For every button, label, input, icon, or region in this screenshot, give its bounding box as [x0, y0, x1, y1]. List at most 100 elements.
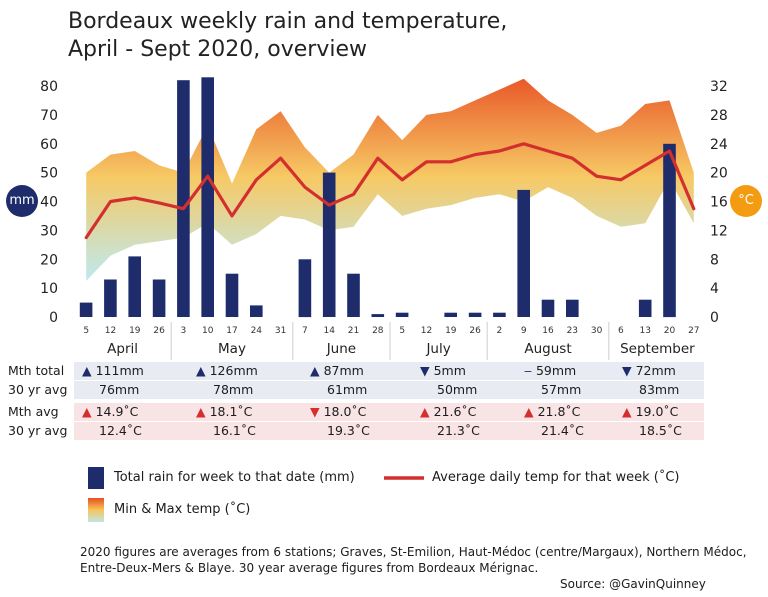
month-label: August [524, 341, 571, 357]
legend-temp-label: Average daily temp for that week (˚C) [432, 470, 680, 485]
right-axis-tick-label: 12 [710, 223, 728, 239]
source-credit: Source: @GavinQuinney [560, 577, 706, 591]
x-tick-label: 21 [348, 326, 359, 336]
table-row-background [74, 403, 704, 421]
month-label: July [425, 341, 450, 357]
rain-bar [79, 302, 93, 317]
x-tick-label: 12 [105, 326, 116, 336]
x-tick-label: 30 [591, 326, 603, 336]
table-cell: 76mm [99, 382, 140, 397]
table-cell-value: 21.8˚C [537, 404, 581, 419]
x-tick-label: 5 [399, 326, 405, 336]
avg-temp-line [84, 142, 696, 240]
table-cell: ▲ 126mm [196, 362, 258, 380]
x-tick-label: 17 [226, 326, 237, 336]
right-axis-tick-label: 24 [710, 137, 728, 153]
x-tick-label: 26 [153, 326, 165, 336]
rain-bar [201, 77, 214, 317]
up-arrow-icon: ▲ [622, 404, 636, 419]
x-tick-label: 26 [469, 326, 481, 336]
right-axis-tick-label: 20 [710, 166, 728, 182]
left-axis-tick-label: 20 [40, 252, 58, 268]
table-row-label: Mth avg [8, 404, 59, 419]
table-row: 30 yr avg 12.4˚C 16.1˚C 19.3˚C 21.3˚C 21.4˚C 1… [8, 422, 704, 440]
legend-symbols [88, 467, 424, 522]
table-row-background [74, 362, 704, 380]
up-arrow-icon: ▲ [310, 363, 324, 378]
table-cell: 61mm [327, 382, 368, 397]
x-tick-label: 2 [497, 326, 503, 336]
table-row-background [74, 422, 704, 440]
table-row: Mth avg ▲ 14.9˚C ▲ 18.1˚C ▼ 18.0˚C ▲ 21.6˚C ▲… [8, 403, 704, 421]
rain-bar [347, 273, 360, 317]
right-axis-tick-label: 0 [710, 310, 719, 326]
month-label: September [620, 341, 695, 357]
right-axis-tick-label: 8 [710, 252, 719, 268]
table-cell: 21.3˚C [437, 423, 480, 438]
left-axis-tick-label: 10 [40, 281, 58, 297]
table-cell-value: 18.1˚C [209, 404, 253, 419]
table-cell: 19.3˚C [327, 423, 370, 438]
table-cell-value: 72mm [635, 363, 676, 378]
table-cell-value: 21.6˚C [433, 404, 477, 419]
rain-bar [177, 80, 190, 317]
table-cell: ‒ 59mm [524, 362, 576, 380]
rain-bar [225, 273, 239, 317]
x-tick-label: 10 [202, 326, 214, 336]
x-tick-label: 23 [567, 326, 578, 336]
rain-bar [128, 256, 141, 317]
table-cell: ▲ 19.0˚C [622, 403, 678, 421]
x-tick-label: 12 [421, 326, 432, 336]
table-cell: ▼ 18.0˚C [310, 403, 366, 421]
rain-bar [104, 279, 117, 317]
left-axis-tick-label: 0 [49, 310, 58, 326]
up-arrow-icon: ▲ [524, 404, 538, 419]
rain-bar [322, 172, 336, 317]
right-axis-tick-label: 16 [710, 195, 728, 211]
table-row-label: 30 yr avg [8, 382, 68, 397]
left-axis-tick-label: 40 [40, 195, 58, 211]
rain-bar [444, 312, 457, 317]
rain-bar [395, 312, 409, 317]
right-axis-tick-label: 4 [710, 281, 719, 297]
table-row: 30 yr avg 76mm 78mm 61mm 50mm 57mm 83mm [8, 381, 704, 399]
x-tick-label: 19 [445, 326, 457, 336]
table-row-label: 30 yr avg [8, 423, 68, 438]
table-cell-value: 5mm [433, 363, 466, 378]
up-arrow-icon: ▲ [82, 363, 96, 378]
table-cell: 21.4˚C [541, 423, 584, 438]
table-cell: ▲ 18.1˚C [196, 403, 252, 421]
down-arrow-icon: ▼ [310, 404, 324, 419]
dash-icon: ‒ [524, 363, 536, 378]
left-axis-tick-label: 60 [40, 137, 58, 153]
table-cell: 12.4˚C [99, 423, 142, 438]
x-tick-label: 16 [542, 326, 554, 336]
table-cell: ▼ 5mm [420, 362, 466, 380]
x-tick-label: 28 [372, 326, 384, 336]
down-arrow-icon: ▼ [420, 363, 434, 378]
chart-title-line-2: April - Sept 2020, overview [68, 37, 367, 62]
rain-bar [298, 259, 312, 318]
up-arrow-icon: ▲ [420, 404, 434, 419]
left-axis-tick-label: 30 [40, 223, 58, 239]
table-cell: ▲ 14.9˚C [82, 403, 138, 421]
right-axis-tick-label: 32 [710, 79, 728, 95]
min-max-temp-band [86, 78, 694, 281]
table-cell-value: 111mm [95, 363, 144, 378]
rain-bar [663, 143, 676, 318]
table-cell-value: 126mm [209, 363, 258, 378]
table-cell: 50mm [437, 382, 478, 397]
table-cell: ▲ 111mm [82, 362, 144, 380]
table-cell: ▼ 72mm [622, 362, 676, 380]
legend-band-swatch [88, 498, 104, 522]
rain-bar [541, 299, 555, 317]
rain-bar [250, 305, 263, 317]
month-label: May [218, 341, 246, 357]
table-cell: ▲ 21.8˚C [524, 403, 580, 421]
left-axis-tick-label: 80 [40, 79, 58, 95]
rain-bar [468, 312, 482, 317]
chart-title-line-1: Bordeaux weekly rain and temperature, [68, 9, 508, 34]
rain-bar [638, 299, 652, 317]
up-arrow-icon: ▲ [196, 404, 210, 419]
